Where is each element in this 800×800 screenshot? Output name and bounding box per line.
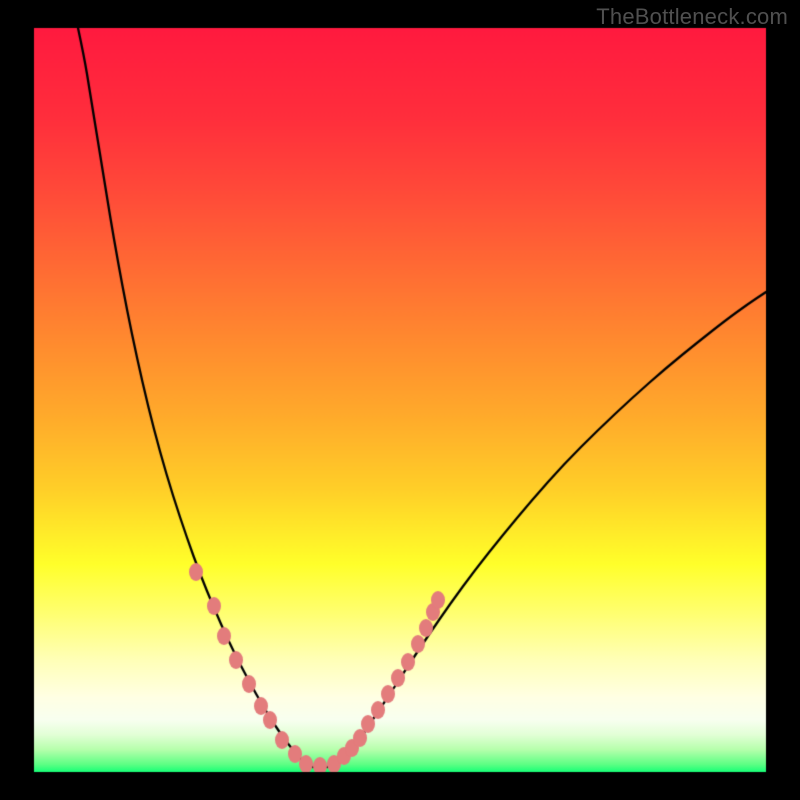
watermark-text: TheBottleneck.com — [596, 4, 788, 30]
bottleneck-chart-canvas — [0, 0, 800, 800]
